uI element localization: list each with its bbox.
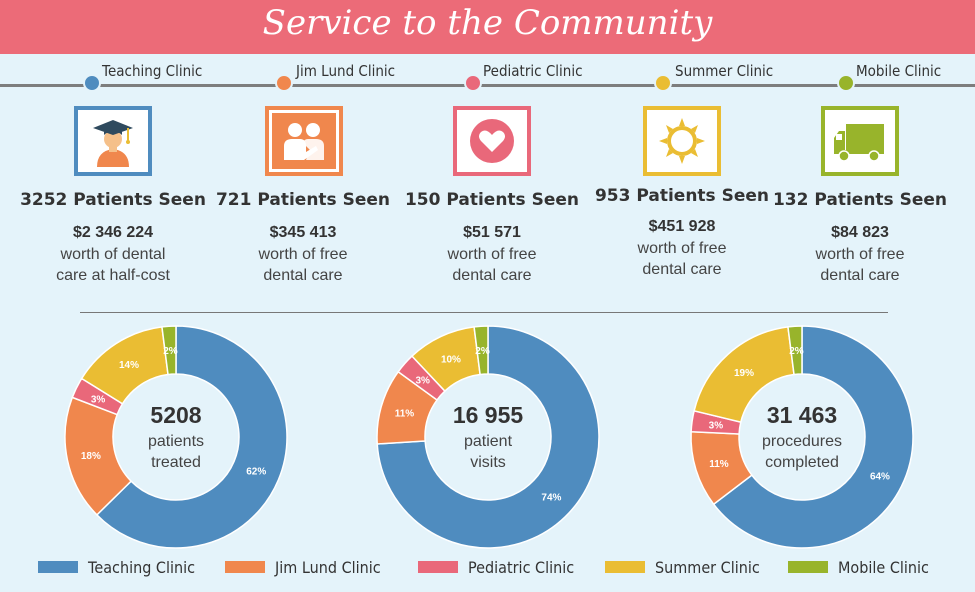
legend-item-mobile: Mobile Clinic	[788, 556, 939, 578]
center-value: 31 463	[767, 402, 837, 428]
truck-icon	[828, 113, 892, 169]
slice-label: 18%	[81, 451, 101, 462]
description-line: worth of free	[258, 246, 348, 263]
donut-slice	[95, 325, 288, 549]
slice-label: 19%	[734, 368, 754, 379]
timeline-dot	[654, 74, 672, 92]
legend-label: Pediatric Clinic	[468, 557, 575, 577]
legend-swatch	[605, 561, 645, 573]
clinic-name: Teaching Clinic	[102, 62, 203, 80]
slice-label: 2%	[789, 346, 804, 357]
page-title: Service to the Community	[262, 3, 713, 43]
timeline-dot	[464, 74, 482, 92]
section-divider	[80, 312, 888, 313]
slice-label: 11%	[709, 459, 729, 470]
timeline-line	[0, 84, 975, 87]
slice-label: 11%	[395, 409, 415, 420]
dollar-amount: $451 928	[648, 218, 716, 235]
amount-description: worth of dental care at half-cost	[18, 244, 208, 286]
description-line: worth of dental	[60, 246, 166, 263]
amount-description: worth of free dental care	[397, 244, 587, 286]
slice-label: 3%	[91, 394, 106, 405]
description-line: worth of free	[815, 246, 905, 263]
timeline-dot	[837, 74, 855, 92]
donut-slice	[161, 325, 177, 376]
legend-label: Jim Lund Clinic	[275, 557, 381, 577]
patients-seen: 3252 Patients Seen	[20, 190, 206, 210]
donut-slice	[787, 325, 803, 376]
legend-item-summer: Summer Clinic	[605, 556, 771, 578]
dollar-amount: $2 346 224	[72, 224, 154, 241]
center-label: patients	[148, 433, 204, 450]
timeline-dot	[275, 74, 293, 92]
clinic-icon-frame	[453, 106, 531, 176]
slice-label: 3%	[416, 375, 431, 386]
clinic-name: Mobile Clinic	[856, 62, 942, 80]
clinic-name: Jim Lund Clinic	[296, 62, 396, 80]
legend-label: Mobile Clinic	[838, 557, 929, 577]
slice-label: 3%	[709, 421, 724, 432]
donut-slice	[376, 325, 600, 549]
clinic-icon-frame	[821, 106, 899, 176]
dollar-amount: $345 413	[269, 224, 337, 241]
slice-label: 2%	[475, 346, 490, 357]
legend-item-jim-lund: Jim Lund Clinic	[225, 556, 392, 578]
slice-label: 74%	[541, 493, 561, 504]
center-label: procedures	[762, 433, 842, 450]
description-line: dental care	[642, 261, 722, 278]
center-label: treated	[151, 454, 201, 471]
legend-swatch	[418, 561, 458, 573]
legend-item-teaching: Teaching Clinic	[38, 556, 207, 578]
description-line: worth of free	[447, 246, 537, 263]
description-line: worth of free	[637, 240, 727, 257]
amount-description: worth of free dental care	[765, 244, 955, 286]
clinic-icon-frame	[265, 106, 343, 176]
slice-label: 62%	[246, 467, 266, 478]
clinic-name: Pediatric Clinic	[483, 62, 583, 80]
description-line: dental care	[263, 267, 343, 284]
graduate-icon	[81, 113, 145, 169]
patients-seen: 721 Patients Seen	[215, 190, 391, 210]
donut-slice	[712, 325, 914, 549]
sun-icon	[650, 113, 714, 169]
heart-icon	[460, 113, 524, 169]
slice-label: 10%	[441, 354, 461, 365]
description-line: dental care	[452, 267, 532, 284]
legend-swatch	[788, 561, 828, 573]
description-line: care at half-cost	[56, 267, 170, 284]
patients-seen: 132 Patients Seen	[772, 190, 948, 210]
amount-description: worth of free dental care	[587, 238, 777, 280]
patients-seen: 953 Patients Seen	[594, 186, 770, 206]
amount-description: worth of free dental care	[208, 244, 398, 286]
dollar-amount: $84 823	[831, 224, 889, 241]
timeline-dot	[83, 74, 101, 92]
legend-label: Teaching Clinic	[88, 557, 196, 577]
slice-label: 14%	[119, 360, 139, 371]
center-label: completed	[765, 454, 839, 471]
slice-label: 2%	[163, 346, 178, 357]
patients-seen: 150 Patients Seen	[404, 190, 580, 210]
clinic-icon-frame	[643, 106, 721, 176]
center-value: 5208	[150, 402, 201, 428]
slice-label: 64%	[870, 472, 890, 483]
legend-label: Summer Clinic	[655, 557, 760, 577]
dollar-amount: $51 571	[463, 224, 521, 241]
center-label: visits	[470, 454, 506, 471]
hugging-people-icon	[272, 113, 336, 169]
legend-swatch	[38, 561, 78, 573]
center-value: 16 955	[453, 402, 524, 428]
clinic-icon-frame	[74, 106, 152, 176]
description-line: dental care	[820, 267, 900, 284]
donut-slice	[473, 325, 489, 376]
clinic-name: Summer Clinic	[675, 62, 774, 80]
title-banner: Service to the Community	[0, 0, 975, 54]
legend-item-pediatric: Pediatric Clinic	[418, 556, 586, 578]
legend-swatch	[225, 561, 265, 573]
center-label: patient	[464, 433, 513, 450]
